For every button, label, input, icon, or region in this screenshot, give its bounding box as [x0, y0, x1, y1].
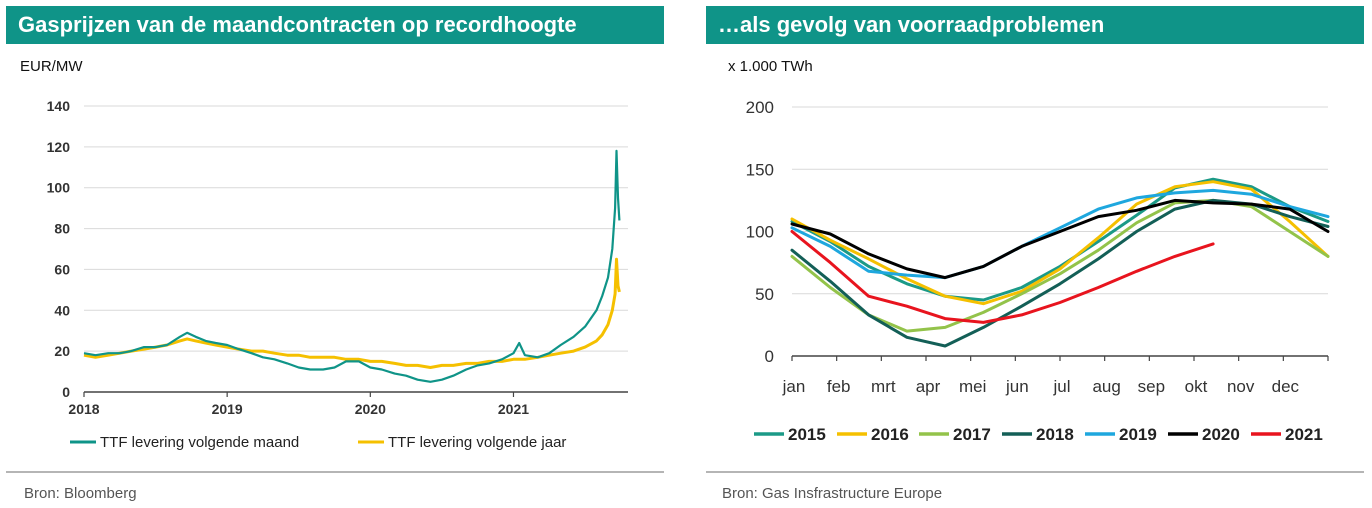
- x-tick-label: 2019: [212, 401, 243, 417]
- storage-chart-title: …als gevolg van voorraadproblemen: [706, 6, 1364, 44]
- legend-label: 2016: [871, 425, 909, 444]
- y-tick-label: 50: [755, 285, 774, 304]
- legend-label: 2019: [1119, 425, 1157, 444]
- x-tick-label: 2018: [68, 401, 99, 417]
- y-tick-label: 140: [47, 98, 71, 114]
- divider: [706, 471, 1364, 473]
- x-tick-label: okt: [1185, 377, 1208, 396]
- legend-label: TTF levering volgende maand: [100, 434, 299, 451]
- x-tick-label: apr: [916, 377, 941, 396]
- series-line-maand: [83, 149, 621, 383]
- series-line-2015: [790, 177, 1330, 302]
- x-tick-label: nov: [1227, 377, 1255, 396]
- price-unit-label: EUR/MW: [20, 58, 83, 75]
- series-line-jaar: [83, 257, 621, 369]
- storage-unit-label: x 1.000 TWh: [728, 58, 813, 75]
- price-chart: 0 20 40 60 80 100 120 140 2018 2019 2020 2021 TTF le…: [47, 98, 628, 451]
- y-tick-label: 0: [765, 347, 774, 366]
- price-source: Bron: Bloomberg: [24, 485, 137, 502]
- price-chart-panel: Gasprijzen van de maandcontracten op rec…: [0, 0, 672, 508]
- series-line-2021: [790, 230, 1215, 324]
- y-tick-label: 40: [54, 302, 70, 318]
- y-tick-label: 120: [47, 139, 71, 155]
- y-tick-label: 60: [54, 261, 70, 277]
- x-tick-label: dec: [1272, 377, 1300, 396]
- x-tick-label: mrt: [871, 377, 896, 396]
- x-tick-label: 2021: [498, 401, 529, 417]
- series-line-2020: [790, 198, 1330, 280]
- legend-label: 2020: [1202, 425, 1240, 444]
- y-tick-label: 20: [54, 343, 70, 359]
- x-tick-label: feb: [827, 377, 851, 396]
- legend-label: 2018: [1036, 425, 1074, 444]
- legend-label: TTF levering volgende jaar: [388, 434, 566, 451]
- y-tick-label: 80: [54, 221, 70, 237]
- y-tick-label: 100: [746, 223, 774, 242]
- series-line-2019: [790, 188, 1330, 280]
- y-tick-label: 100: [47, 180, 71, 196]
- storage-source: Bron: Gas Insfrastructure Europe: [722, 485, 943, 502]
- y-tick-label: 200: [746, 98, 774, 117]
- x-tick-label: aug: [1092, 377, 1120, 396]
- x-tick-label: jul: [1052, 377, 1070, 396]
- y-tick-label: 150: [746, 160, 774, 179]
- x-tick-label: 2020: [355, 401, 386, 417]
- storage-chart-panel: …als gevolg van voorraadproblemen x 1.00…: [700, 0, 1372, 508]
- x-tick-label: jan: [782, 377, 806, 396]
- legend-label: 2015: [788, 425, 826, 444]
- legend-label: 2017: [953, 425, 991, 444]
- storage-chart: 0 50 100 150 200 jan feb mrt apr mei jun jul aug sep o…: [746, 98, 1330, 444]
- x-tick-label: sep: [1138, 377, 1165, 396]
- y-tick-label: 0: [62, 384, 70, 400]
- price-chart-title: Gasprijzen van de maandcontracten op rec…: [6, 6, 664, 44]
- x-tick-label: jun: [1005, 377, 1029, 396]
- legend-label: 2021: [1285, 425, 1323, 444]
- series-line-2016: [790, 180, 1330, 306]
- x-tick-label: mei: [959, 377, 986, 396]
- divider: [6, 471, 664, 473]
